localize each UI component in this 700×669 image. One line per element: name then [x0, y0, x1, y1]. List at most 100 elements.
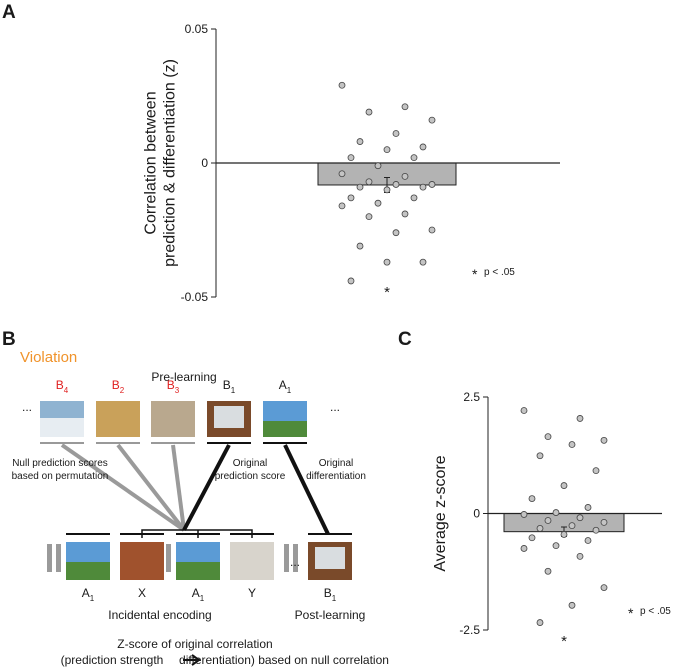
- letter: A: [82, 586, 90, 600]
- gap-bars: [47, 544, 171, 572]
- y-axis-label: Average z-score: [432, 455, 449, 571]
- ellipsis: ...: [330, 400, 340, 414]
- data-point: [338, 81, 346, 89]
- legend-text: p < .05: [640, 606, 671, 617]
- letter: B: [223, 378, 231, 392]
- y-tick-label: -2.5: [459, 623, 480, 637]
- letter: A: [279, 378, 287, 392]
- data-point: [365, 108, 373, 116]
- letter: Y: [248, 586, 256, 600]
- data-point: [383, 258, 391, 266]
- data-point: [600, 584, 608, 591]
- caption: differentiation) based on null correlati…: [179, 653, 389, 667]
- panel-label: A: [2, 2, 16, 23]
- data-point: [536, 619, 544, 626]
- connectors: [60, 443, 330, 535]
- legend-text: p < .05: [484, 267, 515, 278]
- label: prediction score: [215, 471, 286, 482]
- data-point: [568, 601, 576, 609]
- data-point: [552, 542, 560, 550]
- data-point: [544, 567, 552, 575]
- data-point: [356, 183, 364, 191]
- letter: A: [192, 586, 200, 600]
- item-label: Y: [248, 586, 256, 600]
- y-axis-label-line: prediction & differentiation (z): [162, 59, 179, 267]
- data-point: [592, 526, 600, 534]
- data-point: [365, 213, 373, 221]
- stage-label: Pre-learning: [151, 370, 216, 384]
- data-point: [392, 229, 400, 237]
- data-point: [419, 143, 427, 151]
- data-point: [552, 509, 560, 516]
- caption: (prediction strength: [61, 653, 164, 667]
- data-point: [560, 531, 568, 538]
- data-point: [356, 242, 364, 250]
- data-point: [544, 517, 552, 524]
- data-point: [347, 194, 355, 202]
- image: [151, 401, 195, 437]
- data-point: [392, 130, 400, 137]
- item-label: X: [138, 586, 146, 600]
- image: [120, 542, 164, 580]
- item-label: A1: [279, 378, 292, 395]
- data-point: [544, 433, 552, 441]
- image: [230, 542, 274, 580]
- subscript: 1: [231, 386, 236, 395]
- stage-label: Incidental encoding: [108, 608, 211, 622]
- item-label: B1: [223, 378, 236, 395]
- label: Null prediction scores: [12, 458, 108, 469]
- data-point: [428, 226, 436, 234]
- data-point: [428, 181, 436, 188]
- ellipsis: ...: [22, 400, 32, 414]
- panel-label: C: [398, 329, 412, 350]
- data-point: [383, 186, 391, 194]
- data-point: [419, 258, 427, 266]
- subscript: 1: [90, 594, 95, 603]
- image: [176, 562, 220, 580]
- subscript: 1: [287, 386, 292, 395]
- data-point: [347, 154, 355, 162]
- data-point: [374, 162, 382, 170]
- data-point: [536, 452, 544, 460]
- y-tick-label: 0: [473, 507, 480, 521]
- item-label: A1: [192, 586, 205, 603]
- data-point: [536, 525, 544, 532]
- image: [66, 562, 110, 580]
- diagram: B Violation Pre-learning: [2, 329, 389, 667]
- label: based on permutation: [12, 471, 109, 482]
- y-axis-label-line: Average z-score: [432, 455, 449, 571]
- data-point: [410, 194, 418, 202]
- data-point: [568, 441, 576, 448]
- data-point: [428, 116, 436, 124]
- data-point: [576, 415, 584, 422]
- significance: *: [384, 284, 390, 301]
- letter: B: [56, 378, 64, 392]
- data-point: [347, 277, 355, 285]
- y-tick-label: -0.05: [181, 290, 209, 304]
- legend-star: *: [472, 266, 478, 282]
- subscript: 3: [175, 386, 180, 395]
- stage-label: Post-learning: [295, 608, 366, 622]
- data-point: [576, 552, 584, 560]
- data-point: [528, 495, 536, 502]
- image: [40, 418, 84, 437]
- item-label: B1: [324, 586, 337, 603]
- label: Original: [319, 458, 353, 469]
- data-point: [365, 178, 373, 186]
- diagram-title: Violation: [20, 349, 77, 366]
- data-point: [576, 514, 584, 522]
- data-point: [383, 146, 391, 154]
- data-point: [338, 202, 346, 210]
- data-point: [401, 103, 409, 111]
- gap-bars: [284, 544, 298, 572]
- y-tick-label: 0: [201, 156, 208, 170]
- data-point: [528, 534, 536, 542]
- panel-label: B: [2, 329, 16, 350]
- subscript: 1: [200, 594, 205, 603]
- letter: B: [112, 378, 120, 392]
- subscript: 4: [64, 386, 69, 395]
- image: [66, 542, 110, 562]
- data-point: [584, 504, 592, 511]
- y-tick-label: 2.5: [463, 390, 480, 404]
